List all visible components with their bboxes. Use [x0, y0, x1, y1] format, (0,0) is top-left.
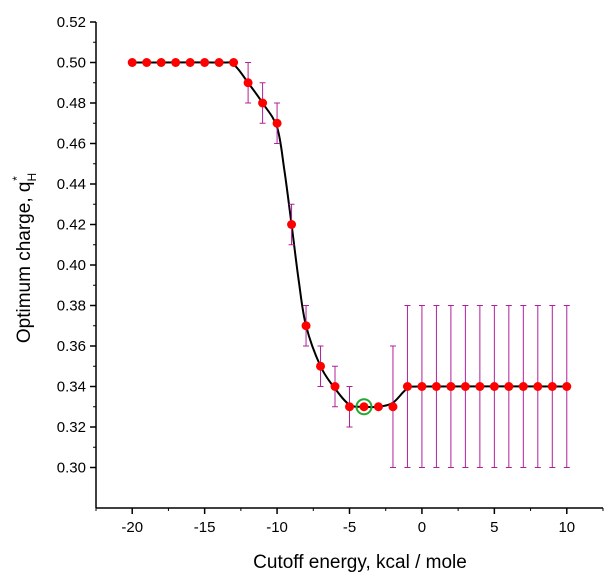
- x-tick-label: -5: [343, 519, 356, 536]
- fit-curve: [132, 61, 567, 409]
- data-point: [446, 382, 456, 391]
- y-tick-label: 0.46: [57, 136, 86, 153]
- data-point: [200, 58, 210, 67]
- data-point: [402, 382, 412, 391]
- y-tick-label: 0.40: [57, 257, 86, 274]
- x-tick-label: -15: [194, 519, 216, 536]
- data-point: [330, 382, 340, 391]
- axes: 0.30 0.32 0.34 0.36 0.38 0.40 0.42 0.44 0.46 0.48…: [57, 14, 604, 536]
- x-tick-label: -20: [121, 519, 143, 536]
- y-axis-title-subscript: H: [25, 173, 39, 182]
- x-tick-label: -10: [266, 519, 288, 536]
- data-point: [562, 382, 572, 391]
- data-point: [185, 58, 195, 67]
- y-tick-label: 0.34: [57, 379, 86, 396]
- data-point: [431, 382, 441, 391]
- data-point: [518, 382, 528, 391]
- y-tick-label: 0.42: [57, 217, 86, 234]
- data-point: [359, 402, 369, 412]
- data-point: [373, 402, 383, 412]
- data-point: [171, 58, 181, 67]
- data-point: [127, 58, 137, 67]
- data-point: [287, 220, 297, 229]
- fit-curve-layer: [132, 61, 567, 409]
- y-tick-label: 0.36: [57, 338, 86, 355]
- y-tick-label: 0.50: [57, 55, 86, 72]
- x-tick-label: 5: [490, 519, 498, 536]
- highlight-ring: [355, 398, 373, 416]
- data-point: [258, 98, 268, 108]
- data-point: [547, 382, 557, 391]
- data-point: [142, 58, 152, 67]
- y-tick-label: 0.30: [57, 460, 86, 477]
- data-point: [272, 118, 282, 128]
- y-axis-title: Optimum charge, qH*: [10, 173, 39, 343]
- data-point: [388, 402, 398, 412]
- data-point: [243, 78, 253, 88]
- y-tick-label: 0.52: [57, 14, 86, 31]
- x-tick-label: 10: [558, 519, 575, 536]
- data-point: [475, 382, 485, 391]
- data-point: [417, 382, 427, 391]
- y-tick-label: 0.32: [57, 419, 86, 436]
- data-points-layer: [127, 58, 572, 412]
- data-point: [504, 382, 514, 391]
- y-tick-label: 0.44: [57, 176, 86, 193]
- y-axis-title-main: Optimum charge, q: [14, 182, 35, 344]
- error-bars-layer: [245, 62, 570, 468]
- data-point: [156, 58, 166, 67]
- y-tick-label: 0.48: [57, 95, 86, 112]
- data-point: [345, 402, 354, 412]
- data-point: [489, 382, 499, 391]
- data-point: [229, 58, 239, 67]
- data-point: [214, 58, 224, 67]
- data-point: [316, 361, 326, 371]
- y-tick-label: 0.38: [57, 298, 86, 315]
- data-point: [533, 382, 543, 391]
- highlight-layer: [355, 398, 373, 416]
- x-axis-title: Cutoff energy, kcal / mole: [253, 552, 467, 573]
- y-axis-title-superscript: *: [10, 176, 24, 181]
- x-tick-label: 0: [418, 519, 426, 536]
- data-point: [460, 382, 470, 391]
- data-point: [301, 321, 311, 331]
